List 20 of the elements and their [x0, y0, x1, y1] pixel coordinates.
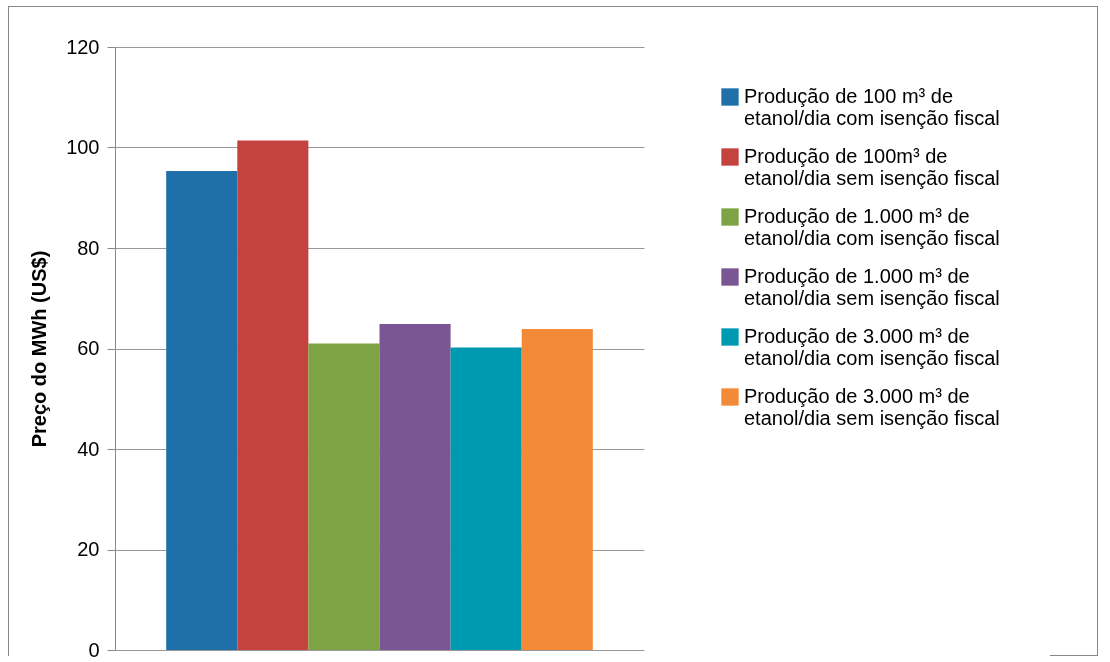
bar — [308, 343, 380, 650]
y-tick-label: 120 — [66, 35, 100, 58]
y-tick-label: 60 — [77, 337, 100, 359]
legend-label: Produção de 1.000 m³ de etanol/dia com isenção fiscal — [744, 205, 1000, 249]
y-tick-label: 40 — [77, 437, 100, 460]
y-tick-label: 0 — [88, 638, 100, 661]
legend-label: Produção de 1.000 m³ de etanol/dia sem isenção fiscal — [744, 265, 1000, 309]
legend-label: Produção de 100 m³ de etanol/dia com isenção fiscal — [744, 85, 1000, 129]
bar — [237, 140, 309, 650]
bar — [166, 171, 238, 650]
bar — [521, 328, 593, 650]
legend-label: Produção de 3.000 m³ de etanol/dia com isenção fiscal — [744, 325, 1000, 369]
bar — [379, 323, 451, 650]
legend-label: Produção de 3.000 m³ de etanol/dia sem isenção fiscal — [744, 385, 1000, 429]
legend-label: Produção de 100m³ de etanol/dia sem isenção fiscal — [744, 145, 1000, 189]
y-axis-title: Preço do MWh (US$) — [28, 250, 51, 448]
y-tick-label: 20 — [77, 538, 100, 560]
y-tick-label: 80 — [77, 236, 100, 259]
bar — [450, 347, 522, 650]
y-tick-label: 100 — [66, 136, 100, 158]
